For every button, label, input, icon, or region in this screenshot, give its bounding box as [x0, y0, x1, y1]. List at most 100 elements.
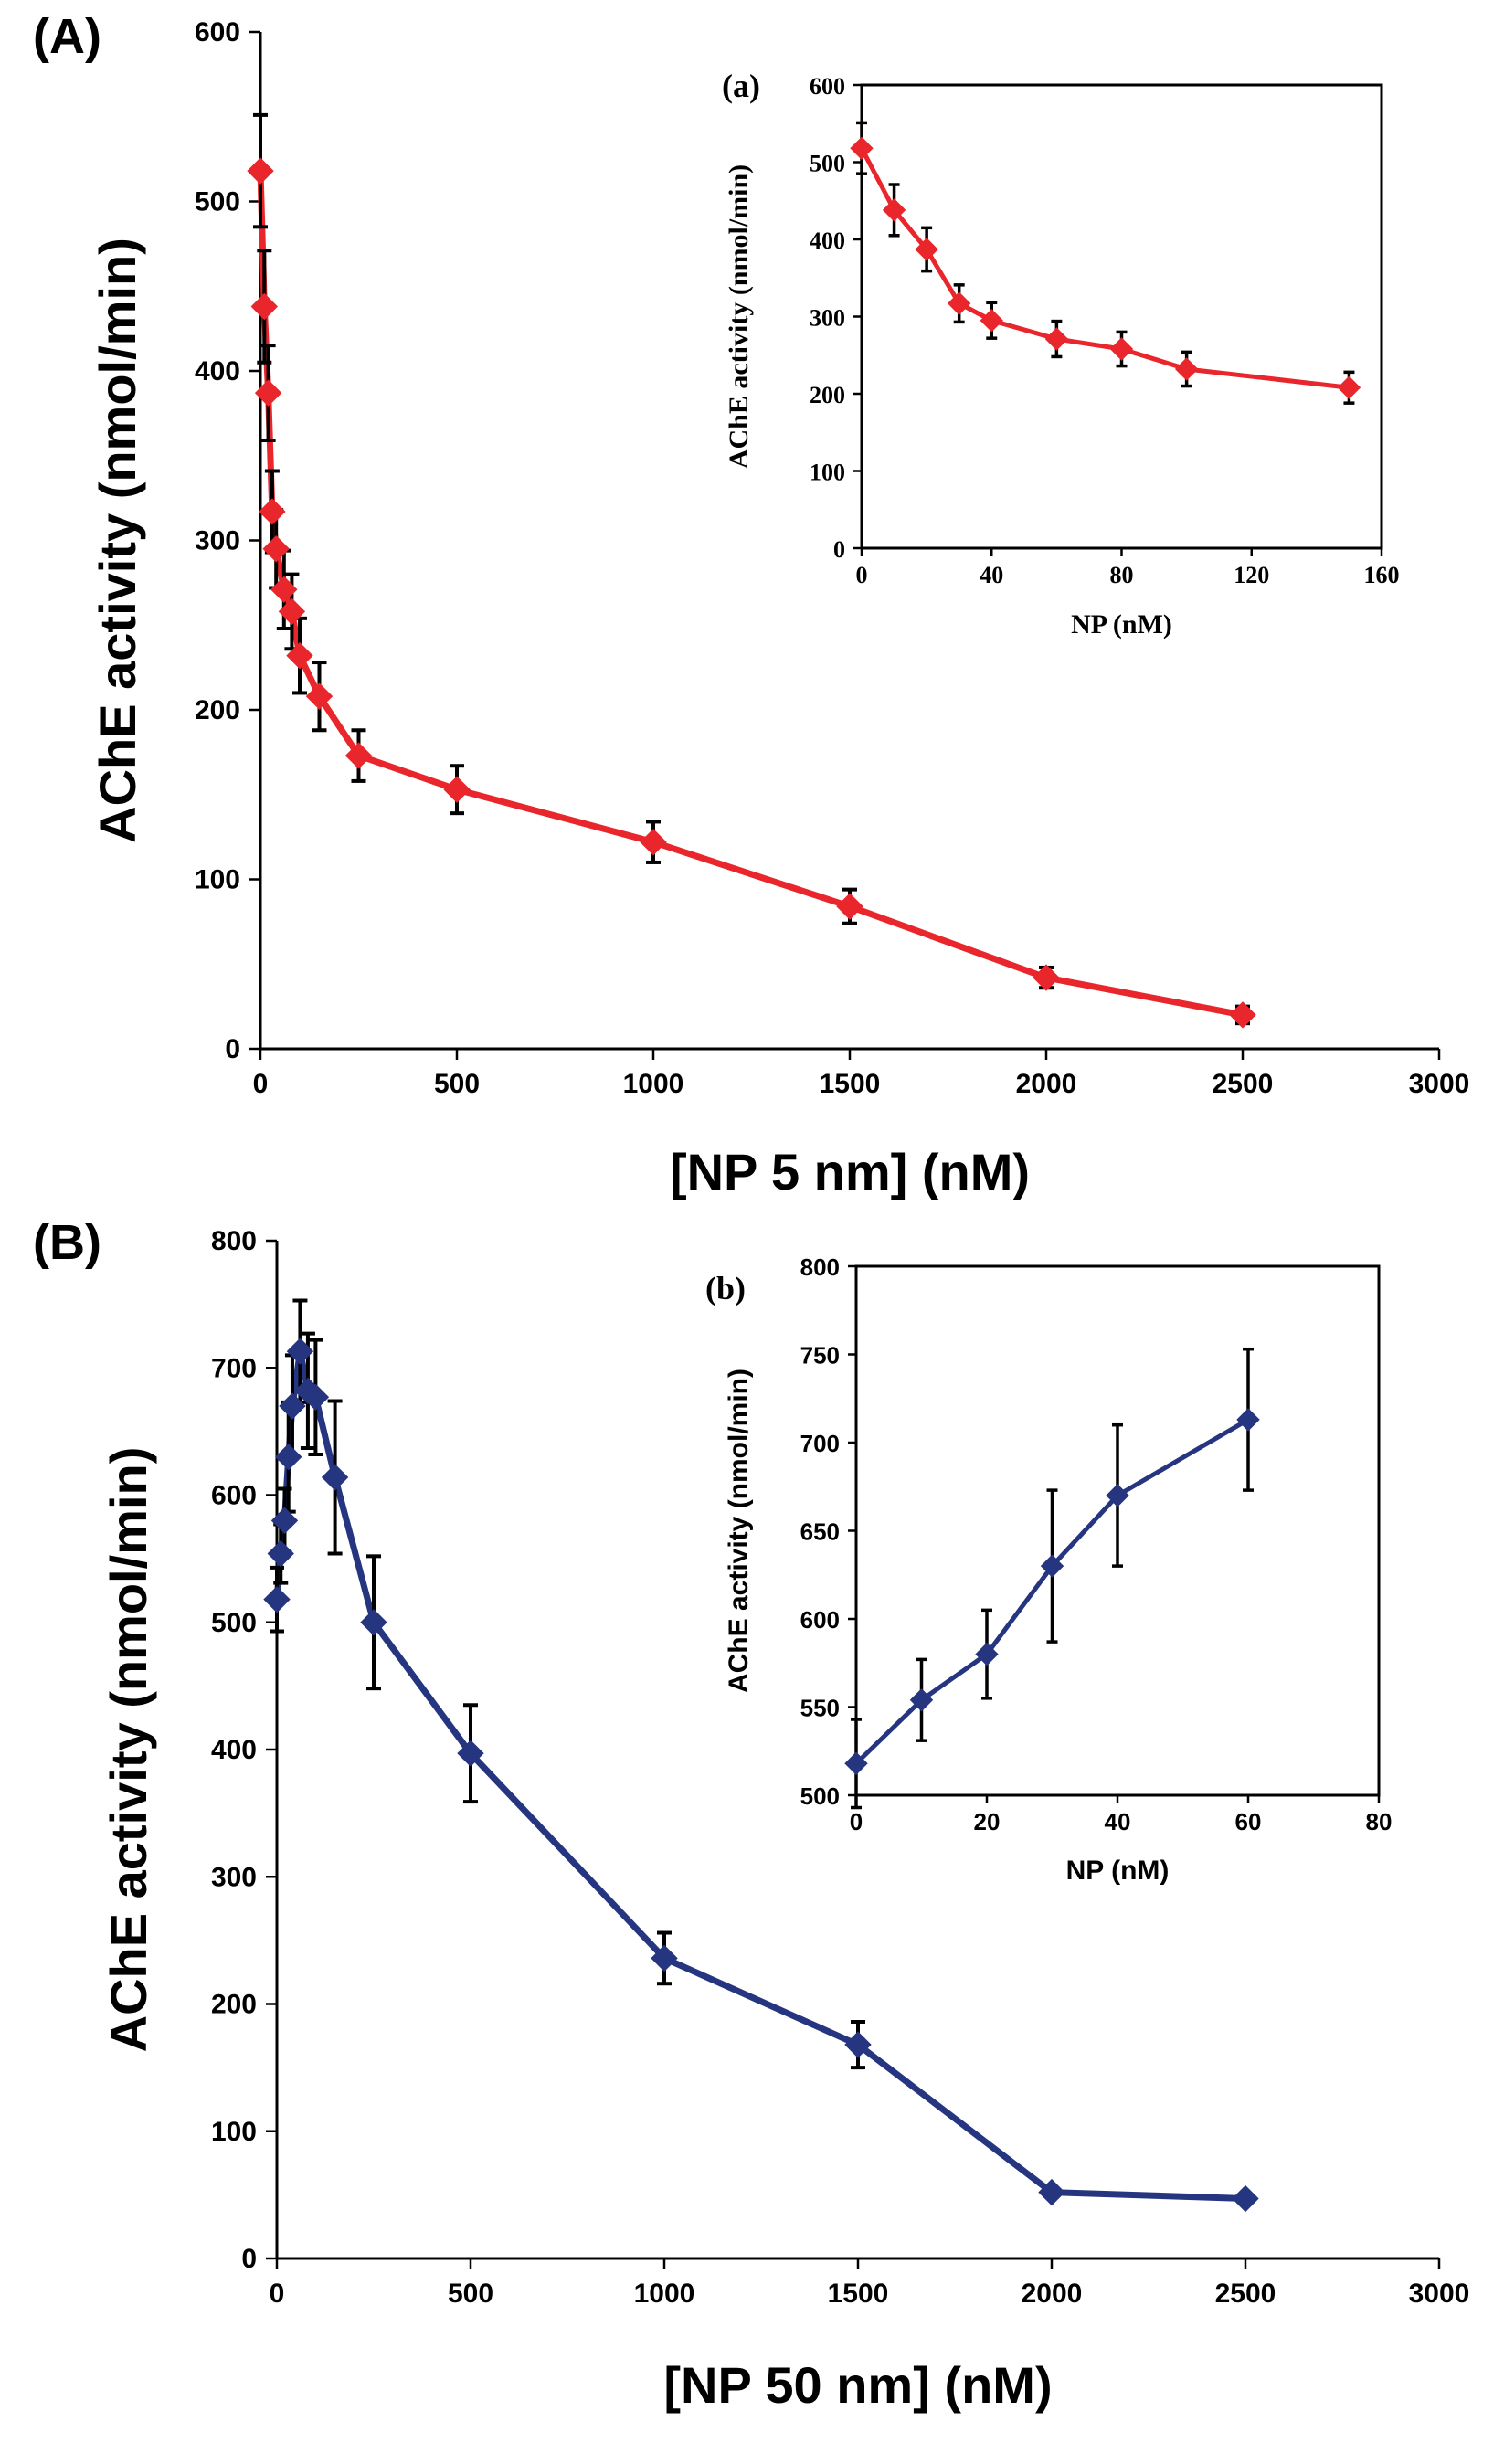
- x-axis-title: [NP 50 nm] (nM): [663, 2356, 1052, 2414]
- data-point-marker: [262, 535, 290, 563]
- x-tick-label: 3000: [1409, 2279, 1470, 2309]
- data-point-marker: [259, 498, 286, 525]
- x-axis-title: [NP 5 nm] (nM): [670, 1143, 1030, 1200]
- y-tick-label: 300: [195, 526, 240, 556]
- data-point-marker: [850, 136, 874, 160]
- data-point-marker: [1109, 337, 1134, 361]
- data-point-marker: [267, 1539, 294, 1568]
- x-axis-title: NP (nM): [1066, 1856, 1170, 1886]
- x-tick-label: 2000: [1016, 1069, 1077, 1099]
- data-point-marker: [882, 198, 906, 222]
- x-tick-label: 40: [1105, 1808, 1131, 1835]
- y-tick-label: 200: [195, 695, 240, 725]
- y-tick-label: 500: [810, 151, 845, 177]
- data-point-marker: [275, 1444, 302, 1471]
- x-tick-label: 1000: [623, 1069, 684, 1099]
- y-tick-label: 600: [810, 73, 845, 100]
- y-tick-label: 400: [211, 1735, 257, 1765]
- panel-label: (A): [33, 9, 101, 64]
- inset-panel-a: 0 40 80 120 160 0 100 200 300 400 500 600 NP (nM) ACh…: [722, 68, 1400, 640]
- data-point-marker: [975, 1642, 999, 1666]
- data-point-marker: [1229, 1001, 1256, 1029]
- x-tick-label: 1500: [820, 1069, 881, 1099]
- y-tick-label: 500: [211, 1608, 257, 1638]
- data-point-marker: [302, 1383, 330, 1411]
- data-point-marker: [909, 1688, 934, 1712]
- panel-label: (b): [705, 1270, 746, 1306]
- data-point-marker: [836, 893, 863, 920]
- data-point-marker: [360, 1609, 387, 1636]
- data-point-marker: [286, 641, 313, 670]
- x-tick-label: 2000: [1022, 2279, 1083, 2309]
- data-point-marker: [286, 1338, 314, 1365]
- data-point-marker: [250, 292, 279, 321]
- data-point-marker: [1174, 357, 1199, 381]
- y-axis-title: AChE activity (nmol/min): [100, 1447, 157, 2053]
- data-point-marker: [443, 776, 471, 803]
- x-tick-label: 40: [980, 562, 1003, 588]
- y-tick-label: 300: [211, 1862, 257, 1892]
- data-point-marker: [1337, 375, 1361, 399]
- y-tick-label: 400: [195, 356, 240, 386]
- y-tick-label: 700: [800, 1430, 840, 1457]
- y-tick-label: 100: [810, 460, 845, 486]
- y-axis-title: AChE activity (nmol/min): [89, 238, 146, 843]
- x-tick-label: 0: [270, 2279, 285, 2309]
- x-tick-label: 2500: [1215, 2279, 1276, 2309]
- data-point-marker: [457, 1740, 484, 1767]
- x-tick-label: 80: [1366, 1808, 1393, 1835]
- y-tick-label: 600: [195, 17, 240, 48]
- y-tick-label: 800: [211, 1226, 257, 1256]
- data-point-marker: [1232, 2184, 1259, 2213]
- data-point-marker: [1106, 1484, 1129, 1507]
- panel-label: (a): [722, 68, 760, 104]
- x-tick-label: 0: [856, 562, 868, 588]
- x-tick-label: 1500: [828, 2279, 889, 2309]
- data-point-marker: [844, 2031, 872, 2058]
- y-tick-label: 200: [810, 382, 845, 408]
- y-axis-title: AChE activity (nmol/min): [724, 164, 754, 469]
- y-tick-label: 550: [800, 1695, 840, 1722]
- data-point-marker: [1033, 964, 1060, 991]
- x-tick-label: 0: [253, 1069, 269, 1099]
- y-tick-label: 600: [211, 1481, 257, 1511]
- x-axis-title: NP (nM): [1071, 609, 1172, 640]
- x-tick-label: 1000: [634, 2279, 695, 2309]
- data-point-marker: [1236, 1408, 1260, 1432]
- data-point-marker: [844, 1751, 868, 1775]
- y-tick-label: 500: [800, 1782, 840, 1810]
- x-tick-label: 60: [1235, 1808, 1262, 1835]
- panel-label: (B): [33, 1215, 101, 1270]
- data-point-marker: [1038, 2178, 1065, 2206]
- data-point-marker: [305, 682, 334, 710]
- data-point-marker: [1040, 1554, 1064, 1578]
- y-tick-label: 200: [211, 1990, 257, 2020]
- y-tick-label: 300: [810, 305, 845, 332]
- y-tick-label: 0: [833, 536, 845, 563]
- data-point-marker: [263, 1585, 291, 1613]
- y-tick-label: 650: [800, 1518, 840, 1546]
- chart-panel-a: 0 500 1000 1500 2000 2500 30000100200300400500…: [33, 9, 1469, 1200]
- data-point-marker: [278, 597, 306, 626]
- data-point-marker: [254, 379, 282, 407]
- x-tick-label: 3000: [1409, 1069, 1470, 1099]
- inset-panel-b: 0 20 40 60 80 500 550 600 650 700 750 800 NP (nM) ACh…: [705, 1253, 1392, 1886]
- y-tick-label: 750: [800, 1342, 840, 1369]
- y-tick-label: 0: [241, 2244, 257, 2274]
- y-tick-label: 0: [225, 1034, 240, 1064]
- data-point-marker: [270, 1507, 299, 1535]
- x-tick-label: 120: [1234, 562, 1269, 588]
- plot-frame: [860, 83, 1383, 550]
- data-point-marker: [321, 1464, 349, 1491]
- data-point-marker: [640, 828, 667, 856]
- data-point-marker: [344, 742, 373, 769]
- x-tick-label: 500: [448, 2279, 493, 2309]
- x-tick-label: 500: [434, 1069, 480, 1099]
- data-point-marker: [915, 238, 938, 261]
- x-tick-label: 20: [974, 1808, 1001, 1835]
- data-point-marker: [980, 309, 1003, 333]
- x-tick-label: 2500: [1213, 1069, 1274, 1099]
- y-tick-label: 700: [211, 1353, 257, 1383]
- chart-panel-b: 0 500 1000 1500 2000 2500 30000100200300400500…: [33, 1215, 1469, 2414]
